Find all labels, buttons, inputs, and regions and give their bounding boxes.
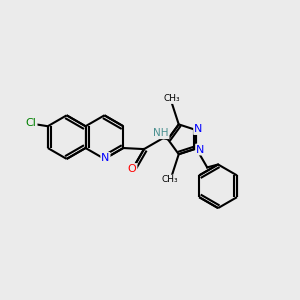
Text: CH₃: CH₃: [164, 94, 180, 103]
Text: Cl: Cl: [26, 118, 37, 128]
Text: NH: NH: [153, 128, 169, 138]
Text: O: O: [128, 164, 136, 174]
Text: N: N: [196, 145, 204, 154]
Text: CH₃: CH₃: [162, 176, 178, 184]
Text: N: N: [194, 124, 202, 134]
Text: N: N: [101, 153, 110, 163]
